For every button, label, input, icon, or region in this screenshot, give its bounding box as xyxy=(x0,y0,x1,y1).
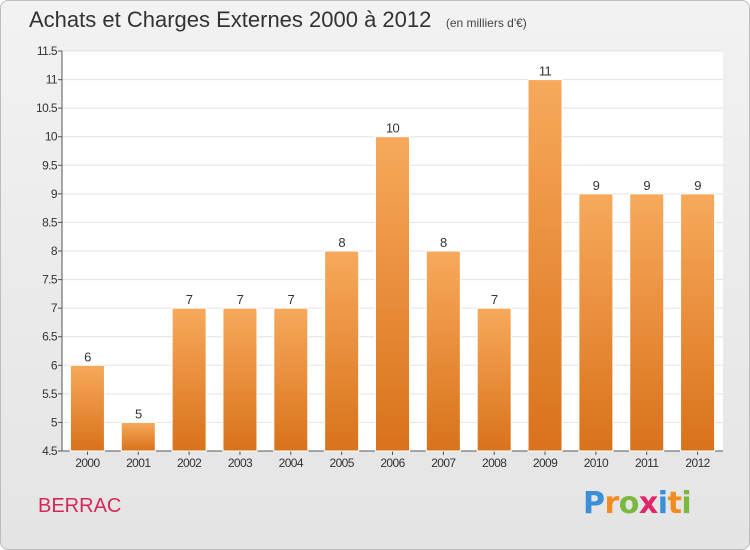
logo-letter: r xyxy=(604,486,620,521)
data-label: 8 xyxy=(338,235,345,250)
commune-name: BERRAC xyxy=(38,495,122,517)
bar xyxy=(578,193,614,452)
y-tick-label: 9.5 xyxy=(42,158,58,172)
data-label: 7 xyxy=(287,292,294,307)
x-tick-label: 2007 xyxy=(431,456,456,470)
data-label: 9 xyxy=(593,178,600,193)
data-label: 11 xyxy=(539,64,552,79)
title-row: Achats et Charges Externes 2000 à 2012 (… xyxy=(29,7,527,33)
x-tick-label: 2000 xyxy=(75,456,100,470)
logo-letter: P xyxy=(583,486,605,521)
bar xyxy=(680,193,716,452)
bar xyxy=(375,136,410,452)
bar xyxy=(425,250,461,452)
labels: 6 5 7 7 7 8 10 8 7 11 9 9 9 xyxy=(84,64,702,422)
y-tick-label: 4.5 xyxy=(42,444,58,458)
data-label: 8 xyxy=(440,235,447,250)
bar xyxy=(273,307,309,452)
data-label: 7 xyxy=(237,292,244,307)
bar xyxy=(69,364,105,452)
logo-letter: t xyxy=(667,486,682,521)
bar xyxy=(476,307,512,452)
x-tick-label: 2002 xyxy=(177,456,202,470)
x-tick-label: 2009 xyxy=(533,456,558,470)
y-tick-label: 10.5 xyxy=(36,101,58,115)
x-tick-label: 2008 xyxy=(482,456,507,470)
chart-unit: (en milliers d'€) xyxy=(445,16,527,30)
y-tick-label: 7.5 xyxy=(42,273,58,287)
data-label: 5 xyxy=(135,406,142,421)
bar xyxy=(222,307,258,452)
logo-letter: o xyxy=(618,486,640,521)
x-tick-label: 2012 xyxy=(685,456,710,470)
data-label: 7 xyxy=(186,292,193,307)
data-label: 6 xyxy=(84,349,91,364)
bar xyxy=(527,79,563,452)
logo-letter: x xyxy=(638,486,658,521)
y-tick-label: 11 xyxy=(46,73,58,87)
y-tick-label: 9 xyxy=(51,187,58,201)
data-label: 7 xyxy=(491,292,498,307)
x-tick-label: 2006 xyxy=(380,456,405,470)
y-tick-label: 7 xyxy=(51,301,58,315)
proxiti-logo[interactable]: Proxiti xyxy=(583,486,692,521)
data-label: 9 xyxy=(694,178,701,193)
y-tick-label: 10 xyxy=(45,130,58,144)
y-tick-label: 6 xyxy=(51,358,58,372)
x-tick-label: 2005 xyxy=(330,456,355,470)
y-tick-label: 8.5 xyxy=(42,215,58,229)
bar xyxy=(324,250,360,452)
x-tick-label: 2011 xyxy=(635,456,659,470)
x-tick-label: 2010 xyxy=(584,456,609,470)
y-tick-label: 5.5 xyxy=(42,387,58,401)
data-label: 10 xyxy=(386,121,400,136)
y-tick-label: 8 xyxy=(51,244,58,258)
x-tick-label: 2003 xyxy=(228,456,253,470)
y-tick-label: 5 xyxy=(51,415,58,429)
bar xyxy=(629,193,665,452)
x-tick-label: 2001 xyxy=(126,456,151,470)
axes: 4.5 5 5.5 6 6.5 7 7.5 8 8.5 9 9.5 10 10.5 11 11.5 2000 2… xyxy=(36,44,723,470)
bar xyxy=(171,307,207,452)
chart-title: Achats et Charges Externes 2000 à 2012 xyxy=(29,7,432,32)
logo-letter: i xyxy=(681,486,692,521)
x-tick-label: 2004 xyxy=(279,456,304,470)
y-tick-label: 11.5 xyxy=(37,44,58,58)
logo-letter: i xyxy=(657,486,668,521)
bar xyxy=(120,421,156,452)
bars xyxy=(69,79,716,452)
y-tick-label: 6.5 xyxy=(42,330,58,344)
data-label: 9 xyxy=(643,178,650,193)
